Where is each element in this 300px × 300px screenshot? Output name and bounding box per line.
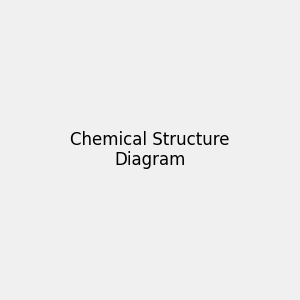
Text: Chemical Structure
Diagram: Chemical Structure Diagram (70, 130, 230, 170)
